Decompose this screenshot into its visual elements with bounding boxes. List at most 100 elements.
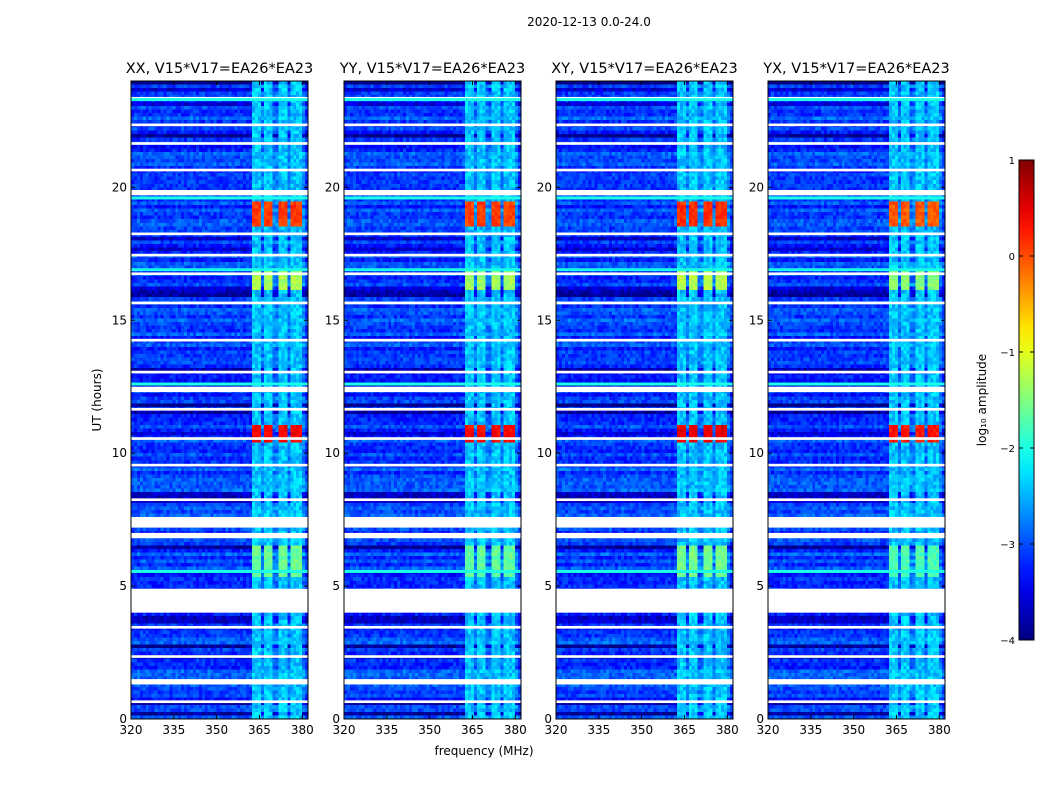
heatmap-cell: [161, 127, 164, 131]
heatmap-cell: [214, 92, 217, 96]
heatmap-cell: [172, 134, 175, 138]
heatmap-cell: [237, 88, 240, 92]
heatmap-cell: [270, 106, 273, 110]
heatmap-cell: [175, 92, 178, 96]
heatmap-cell: [149, 134, 152, 138]
heatmap-cell: [276, 116, 279, 120]
heatmap-cell: [205, 81, 208, 85]
heatmap-cell: [152, 102, 155, 106]
heatmap-cell: [220, 85, 223, 89]
heatmap-cell: [175, 127, 178, 131]
heatmap-cell: [137, 113, 140, 117]
heatmap-cell: [155, 134, 158, 138]
heatmap-cell: [228, 120, 231, 124]
heatmap-cell: [202, 134, 205, 138]
heatmap-cell: [276, 88, 279, 92]
heatmap-cell: [169, 127, 172, 131]
heatmap-cell: [161, 85, 164, 89]
heatmap-cell: [267, 127, 270, 131]
heatmap-cell: [264, 88, 267, 92]
heatmap-cell: [225, 85, 228, 89]
heatmap-cell: [211, 81, 214, 85]
heatmap-cell: [152, 116, 155, 120]
heatmap-cell: [293, 134, 296, 138]
heatmap-cell: [155, 116, 158, 120]
heatmap-cell: [196, 134, 199, 138]
heatmap-cell: [166, 134, 169, 138]
heatmap-cell: [270, 85, 273, 89]
heatmap-cell: [231, 134, 234, 138]
heatmap-cell: [169, 131, 172, 135]
heatmap-cell: [217, 134, 220, 138]
heatmap-cell: [158, 106, 161, 110]
heatmap-cell: [249, 88, 252, 92]
heatmap-cell: [287, 92, 290, 96]
heatmap-cell: [163, 127, 166, 131]
heatmap-cell: [220, 92, 223, 96]
heatmap-cell: [199, 102, 202, 106]
heatmap-cell: [237, 120, 240, 124]
heatmap-cell: [181, 109, 184, 113]
heatmap-cell: [255, 85, 258, 89]
heatmap-cell: [220, 81, 223, 85]
heatmap-cell: [261, 127, 264, 131]
heatmap-cell: [149, 92, 152, 96]
heatmap-cell: [178, 134, 181, 138]
heatmap-cell: [258, 92, 261, 96]
heatmap-cell: [181, 85, 184, 89]
heatmap-cell: [237, 113, 240, 117]
heatmap-cell: [137, 106, 140, 110]
heatmap-cell: [184, 81, 187, 85]
heatmap-cell: [158, 120, 161, 124]
heatmap-cell: [158, 102, 161, 106]
panel-1: XX, V15*V17=EA26*EA23320 335 350 365 3800510…: [112, 61, 314, 737]
heatmap-cell: [273, 102, 276, 106]
heatmap-cell: [175, 81, 178, 85]
heatmap-cell: [270, 120, 273, 124]
heatmap-cell: [290, 131, 293, 135]
heatmap-cell: [246, 127, 249, 131]
heatmap-cell: [166, 120, 169, 124]
heatmap-cell: [302, 120, 305, 124]
heatmap-cell: [187, 127, 190, 131]
heatmap-cell: [208, 109, 211, 113]
heatmap-cell: [237, 134, 240, 138]
heatmap-cell: [267, 113, 270, 117]
heatmap-cell: [231, 92, 234, 96]
heatmap-cell: [199, 131, 202, 135]
heatmap-cell: [196, 120, 199, 124]
heatmap-cell: [193, 127, 196, 131]
heatmap-cell: [184, 113, 187, 117]
heatmap-cell: [220, 127, 223, 131]
heatmap-cell: [276, 113, 279, 117]
heatmap-cell: [258, 134, 261, 138]
heatmap-cell: [158, 109, 161, 113]
heatmap-cell: [237, 81, 240, 85]
heatmap-cell: [225, 134, 228, 138]
heatmap-cell: [166, 102, 169, 106]
heatmap-cell: [267, 81, 270, 85]
heatmap-cell: [166, 127, 169, 131]
heatmap-cell: [228, 102, 231, 106]
heatmap-cell: [290, 127, 293, 131]
heatmap-cell: [273, 120, 276, 124]
heatmap-cell: [217, 106, 220, 110]
heatmap-cell: [196, 106, 199, 110]
heatmap-cell: [246, 81, 249, 85]
heatmap-cell: [175, 85, 178, 89]
heatmap-cell: [255, 116, 258, 120]
heatmap-cell: [166, 116, 169, 120]
heatmap-cell: [184, 120, 187, 124]
heatmap-cell: [155, 138, 158, 142]
heatmap-cell: [273, 85, 276, 89]
heatmap-cell: [175, 138, 178, 142]
heatmap-cell: [240, 120, 243, 124]
heatmap-cell: [302, 92, 305, 96]
heatmap-cell: [163, 120, 166, 124]
chart-suptitle: 2020-12-13 0.0-24.0: [527, 15, 651, 29]
heatmap-cell: [205, 92, 208, 96]
heatmap-cell: [155, 85, 158, 89]
heatmap-cell: [284, 134, 287, 138]
heatmap-cell: [267, 88, 270, 92]
heatmap-cell: [196, 109, 199, 113]
